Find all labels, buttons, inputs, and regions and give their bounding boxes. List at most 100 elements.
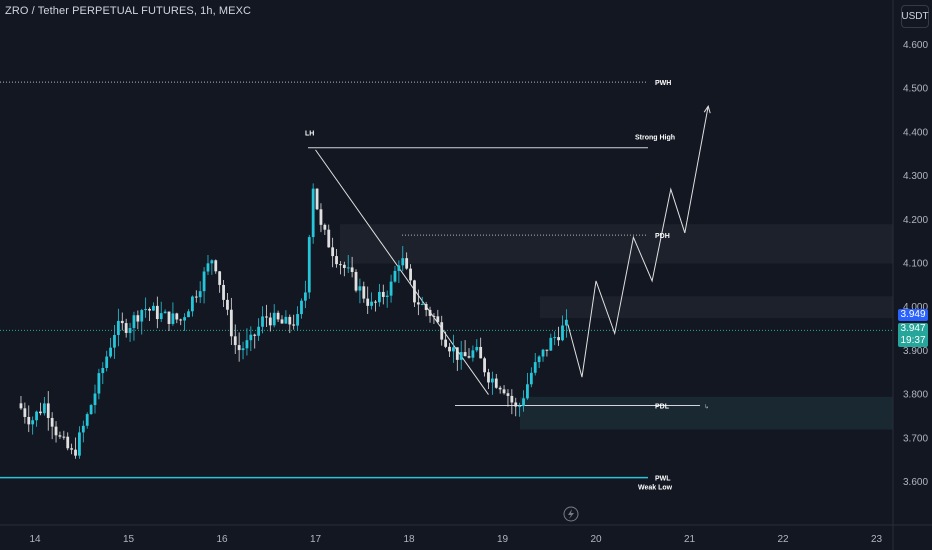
candle-body xyxy=(97,373,101,394)
candle-body xyxy=(307,237,311,293)
trendline xyxy=(315,149,489,395)
candle-body xyxy=(553,337,557,339)
candle-body xyxy=(389,281,393,296)
candle-body xyxy=(27,416,31,425)
candle-body xyxy=(494,378,498,388)
candle xyxy=(413,279,416,307)
annotation-pwl: PWL xyxy=(655,476,671,483)
candle xyxy=(280,315,284,324)
candle-body xyxy=(292,324,296,326)
candle xyxy=(483,356,486,377)
candle-body xyxy=(354,271,358,291)
candle xyxy=(397,260,401,284)
candle-body xyxy=(303,292,307,301)
candle-body xyxy=(428,309,432,316)
candle xyxy=(35,410,38,427)
candle-body xyxy=(339,264,342,266)
annotation-pdl: PDL xyxy=(655,404,670,411)
lightning-icon[interactable] xyxy=(563,506,579,522)
y-tick-label: 4.000 xyxy=(903,302,928,313)
pdl-marker: ↳ xyxy=(704,404,709,411)
candle-body xyxy=(74,449,77,456)
candle xyxy=(416,289,420,316)
candle xyxy=(381,284,385,305)
candle-body xyxy=(381,291,385,297)
candle-body xyxy=(272,312,276,326)
candle xyxy=(444,331,448,349)
candle xyxy=(39,402,42,416)
candle-body xyxy=(198,291,202,298)
x-tick-label: 21 xyxy=(684,534,696,545)
candle xyxy=(377,283,381,307)
candle xyxy=(50,412,54,440)
candle-body xyxy=(253,334,257,336)
candle-body xyxy=(222,284,225,300)
y-tick-label: 4.200 xyxy=(903,215,928,226)
candle xyxy=(561,315,564,342)
candle xyxy=(307,234,311,299)
candle xyxy=(74,437,77,459)
candle-body xyxy=(397,265,401,271)
candle-body xyxy=(46,403,50,418)
candle xyxy=(432,313,436,325)
candle-body xyxy=(202,271,206,292)
candle xyxy=(335,249,338,268)
candle-body xyxy=(109,347,112,357)
lightning-icon-bolt xyxy=(568,509,574,519)
currency-button[interactable]: USDT xyxy=(901,5,929,28)
candle xyxy=(261,306,264,334)
candle-body xyxy=(78,432,81,456)
candle xyxy=(109,337,112,359)
candle-body xyxy=(35,411,38,421)
candles-layer xyxy=(19,183,568,459)
candle-body xyxy=(206,263,210,272)
annotation-strong-high: Strong High xyxy=(635,135,675,142)
candle-body xyxy=(323,224,327,230)
candle xyxy=(339,261,342,275)
candle xyxy=(510,389,514,415)
candle xyxy=(366,286,370,314)
candle xyxy=(253,333,257,349)
candle-body xyxy=(370,301,373,306)
current-price-value: 3.947 xyxy=(900,323,926,334)
candle xyxy=(136,310,140,330)
candle-body xyxy=(413,280,416,303)
candle xyxy=(120,312,124,331)
candle xyxy=(385,290,389,308)
candle xyxy=(498,385,502,394)
candle xyxy=(66,432,70,451)
candle-body xyxy=(444,339,448,347)
x-tick-label: 22 xyxy=(777,534,789,545)
candle xyxy=(171,302,175,326)
x-tick-label: 16 xyxy=(216,534,228,545)
candle-body xyxy=(144,308,148,311)
candle xyxy=(475,339,479,353)
candle xyxy=(405,252,409,270)
candle-body xyxy=(405,258,409,269)
candle xyxy=(440,315,444,346)
candle xyxy=(116,308,120,347)
candle-body xyxy=(487,372,490,383)
candle-body xyxy=(58,435,62,437)
y-tick-label: 4.400 xyxy=(903,127,928,138)
annotation-weak-low: Weak Low xyxy=(638,485,673,492)
candle-body xyxy=(522,398,525,407)
candle-body xyxy=(116,320,120,335)
candle-body xyxy=(163,311,167,314)
candle-body xyxy=(194,296,198,298)
candle-body xyxy=(85,414,89,426)
x-tick-label: 19 xyxy=(497,534,509,545)
y-tick-label: 3.600 xyxy=(903,477,928,488)
candle-body xyxy=(463,352,467,357)
candle-body xyxy=(514,402,518,407)
candle-body xyxy=(385,295,389,297)
candle xyxy=(148,307,151,321)
candle-body xyxy=(498,387,502,390)
candle xyxy=(62,430,66,440)
projection-arrowhead xyxy=(703,105,711,114)
candle xyxy=(194,290,198,303)
candle-body xyxy=(545,349,549,351)
candle xyxy=(245,328,249,356)
